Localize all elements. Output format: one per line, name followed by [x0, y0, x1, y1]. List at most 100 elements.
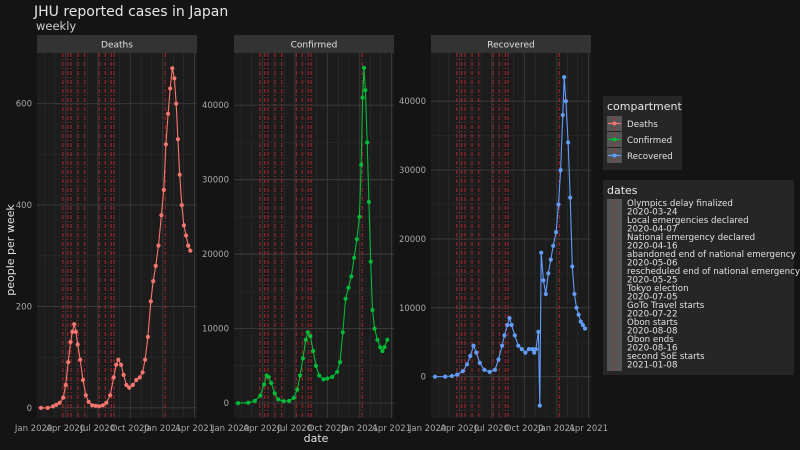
data-point: [516, 343, 521, 348]
x-tick-label: Apr 2021: [175, 424, 214, 434]
data-point: [380, 348, 385, 354]
y-tick-label: 10000: [399, 304, 426, 314]
data-point: [170, 66, 175, 71]
data-point: [252, 398, 257, 403]
data-point: [335, 369, 340, 374]
data-point: [375, 337, 380, 342]
data-point: [536, 329, 541, 334]
x-tick-label: Jan 2021: [340, 424, 378, 434]
data-point: [352, 255, 357, 260]
data-point: [558, 168, 563, 173]
data-point: [321, 377, 326, 382]
data-point: [512, 333, 517, 338]
x-tick-label: Jul 2020: [277, 424, 313, 434]
data-point: [507, 316, 512, 321]
data-point: [300, 356, 305, 361]
facet-strip-label: Confirmed: [291, 41, 338, 51]
data-point: [175, 137, 180, 142]
facet-strip-label: Recovered: [487, 41, 534, 51]
data-point: [177, 172, 182, 177]
data-point: [258, 393, 263, 398]
legend-entry: second SoE starts: [627, 352, 705, 362]
facet-strip: [37, 35, 197, 53]
data-point: [500, 343, 505, 348]
data-point: [100, 403, 105, 408]
legend-entry: 2020-07-05: [627, 293, 678, 303]
data-point: [366, 199, 371, 205]
legend-dates: dates Olympics delay finalized2020-03-24L…: [603, 180, 800, 375]
data-point: [526, 347, 532, 352]
data-point: [572, 291, 577, 297]
x-tick-label: Jan 2021: [143, 424, 181, 434]
data-point: [370, 307, 375, 313]
data-point: [378, 345, 383, 350]
data-point: [468, 353, 473, 359]
x-tick-label: Oct 2020: [505, 424, 544, 434]
legend-title: dates: [607, 184, 638, 197]
x-tick-label: Apr 2020: [243, 424, 282, 434]
data-point: [460, 369, 465, 374]
legend-label: Deaths: [627, 120, 658, 130]
x-tick-label: Jul 2020: [80, 424, 116, 434]
legend-entry: Tokyo election: [626, 284, 689, 294]
data-point: [276, 397, 281, 402]
data-point: [174, 101, 179, 106]
data-point: [523, 350, 528, 355]
data-point: [337, 360, 343, 365]
data-point: [66, 360, 71, 365]
data-point: [108, 393, 113, 398]
data-point: [124, 382, 129, 388]
data-point: [349, 274, 354, 279]
data-point: [372, 326, 377, 331]
legend-entry: 2020-05-25: [627, 276, 678, 286]
data-point: [303, 337, 308, 342]
data-point: [566, 140, 571, 145]
data-point: [574, 305, 579, 310]
data-point: [262, 382, 267, 387]
data-point: [465, 362, 470, 367]
x-tick-label: Jan 2020: [211, 424, 249, 434]
legend-entry: 2021-01-08: [627, 361, 678, 371]
data-point: [161, 187, 166, 192]
data-point: [111, 375, 116, 380]
data-point: [474, 350, 479, 355]
data-point: [75, 342, 80, 347]
data-point: [61, 395, 66, 400]
legend-key-point: [612, 137, 617, 142]
x-tick-label: Jan 2020: [14, 424, 52, 434]
data-point: [543, 291, 548, 297]
data-point: [385, 337, 390, 342]
data-point: [119, 362, 124, 367]
data-point: [73, 329, 78, 334]
data-point: [568, 195, 573, 200]
legend-entry: Local emergencies declared: [627, 216, 749, 226]
data-point: [340, 330, 345, 335]
data-point: [443, 374, 448, 379]
x-tick-label: Apr 2021: [372, 424, 411, 434]
legend-label: Confirmed: [627, 136, 672, 146]
data-point: [305, 330, 310, 335]
data-point: [361, 65, 367, 70]
data-point: [482, 367, 487, 372]
data-point: [287, 398, 292, 403]
data-point: [382, 345, 387, 350]
legend-key-point: [612, 121, 617, 126]
data-point: [530, 347, 535, 352]
y-tick-label: 0: [421, 373, 426, 383]
legend-entry: Olympics delay finalized: [627, 199, 733, 209]
data-point: [163, 142, 168, 147]
facet-strip-label: Deaths: [101, 41, 133, 51]
data-point: [330, 374, 335, 380]
data-point: [127, 385, 132, 390]
y-axis-title: people per week: [4, 204, 17, 296]
x-tick-label: Apr 2020: [46, 424, 85, 434]
data-point: [50, 404, 56, 409]
data-point: [360, 95, 365, 100]
data-point: [151, 279, 156, 284]
facet-strip: [431, 35, 591, 53]
data-point: [562, 75, 567, 80]
data-point: [477, 360, 482, 365]
y-tick-label: 0: [27, 404, 32, 414]
